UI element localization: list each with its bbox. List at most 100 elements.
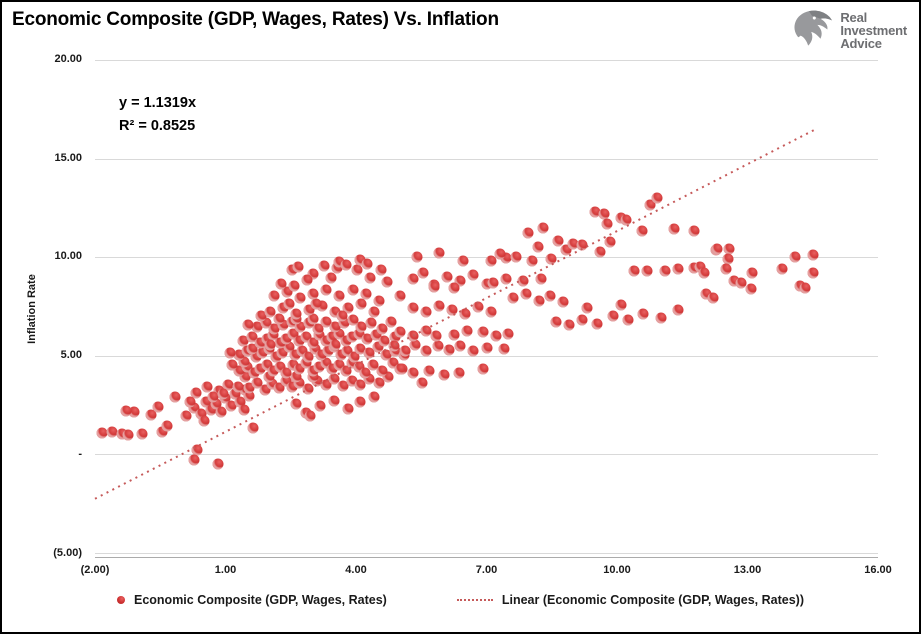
data-point	[246, 331, 258, 343]
data-point	[338, 317, 350, 329]
data-point	[533, 295, 545, 307]
data-point	[433, 247, 445, 259]
data-point	[248, 367, 260, 379]
y-tick-label: 5.00	[60, 349, 82, 362]
data-point	[304, 410, 316, 422]
data-point	[264, 339, 276, 351]
data-point	[225, 400, 237, 412]
data-point	[381, 276, 393, 288]
data-point	[276, 347, 288, 359]
data-point	[326, 331, 338, 343]
data-point	[242, 319, 254, 331]
data-point	[250, 351, 262, 363]
gridline	[95, 60, 878, 61]
data-point	[522, 227, 534, 239]
data-point	[532, 241, 544, 253]
data-point	[550, 316, 562, 327]
data-point	[351, 264, 363, 276]
data-point	[407, 273, 419, 285]
data-point	[273, 382, 285, 394]
data-point	[448, 329, 460, 341]
data-point	[651, 192, 663, 204]
data-point	[420, 306, 432, 318]
data-point	[315, 349, 327, 361]
y-tick-label: 15.00	[54, 151, 82, 164]
data-point	[229, 388, 241, 400]
data-point	[226, 359, 238, 371]
data-point	[373, 295, 385, 307]
data-point	[256, 347, 268, 359]
data-point	[280, 333, 292, 345]
data-point	[394, 326, 405, 338]
data-point	[212, 458, 224, 470]
data-point	[576, 239, 588, 251]
data-point	[409, 339, 421, 351]
data-point	[302, 383, 314, 394]
data-point	[723, 243, 735, 255]
y-axis-ticks: 20.00 15.00 10.00 5.00 - (5.00)	[2, 53, 87, 559]
data-point	[96, 427, 108, 439]
data-point	[563, 319, 575, 331]
data-point	[325, 272, 337, 284]
data-point	[320, 316, 332, 327]
data-point	[641, 265, 653, 277]
data-point	[576, 314, 588, 326]
data-point	[354, 254, 366, 266]
data-point	[776, 263, 788, 275]
data-point	[428, 281, 440, 293]
x-tick-label: 13.00	[733, 564, 762, 576]
data-point	[207, 391, 219, 403]
data-point	[296, 345, 308, 357]
data-point	[152, 401, 164, 413]
data-point	[591, 318, 603, 330]
data-point	[313, 329, 325, 341]
data-point	[328, 395, 340, 407]
data-point	[210, 398, 222, 410]
data-point	[388, 340, 400, 352]
data-point	[254, 363, 266, 375]
data-point	[337, 380, 349, 392]
data-point	[293, 363, 305, 375]
data-point	[368, 391, 380, 403]
legend: Economic Composite (GDP, Wages, Rates) L…	[2, 593, 919, 607]
data-point	[180, 410, 192, 422]
data-point	[300, 357, 312, 369]
data-point	[799, 282, 811, 294]
y-tick-label: (5.00)	[53, 546, 82, 559]
data-point	[448, 282, 460, 294]
data-point	[477, 363, 489, 375]
gridline	[95, 355, 878, 357]
data-point	[368, 306, 380, 318]
data-point	[190, 387, 202, 399]
data-point	[459, 308, 471, 320]
data-point	[313, 361, 325, 373]
data-point	[394, 290, 405, 302]
data-point	[286, 381, 298, 393]
data-point	[446, 304, 458, 316]
data-point	[233, 349, 245, 361]
data-point	[380, 349, 392, 361]
y-tick-label: 20.00	[54, 53, 82, 65]
data-point	[307, 371, 319, 383]
data-point	[122, 429, 134, 441]
data-point	[251, 377, 263, 389]
data-point	[260, 317, 272, 329]
data-point	[420, 345, 432, 357]
data-point	[567, 238, 579, 250]
data-point	[341, 345, 353, 357]
data-point	[302, 351, 314, 363]
data-point	[364, 272, 376, 284]
data-point	[232, 381, 244, 393]
data-point	[535, 273, 547, 285]
data-point	[309, 343, 321, 355]
data-point	[361, 258, 373, 270]
data-point	[303, 317, 315, 329]
data-point	[283, 298, 295, 310]
data-point	[290, 308, 302, 320]
x-tick-label: 10.00	[603, 564, 631, 576]
data-point	[259, 384, 271, 396]
data-point	[746, 267, 758, 279]
data-point	[247, 422, 259, 434]
data-point	[283, 341, 295, 353]
legend-trendline-label: Linear (Economic Composite (GDP, Wages, …	[501, 593, 804, 607]
